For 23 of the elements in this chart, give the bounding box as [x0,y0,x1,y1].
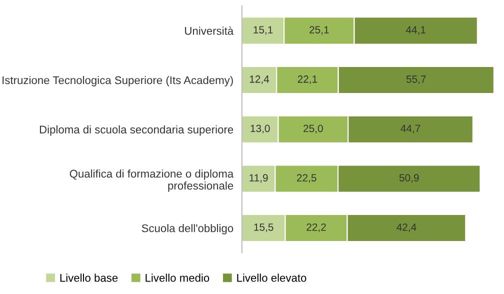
data-label: 25,0 [304,124,323,134]
data-label: 11,9 [250,174,268,183]
data-label: 50,9 [399,174,419,183]
data-label: 12,4 [250,75,270,84]
y-tick-label: Scuola dell'obbligo [142,224,234,234]
data-label: 42,4 [396,223,416,232]
y-tick-label: Diploma di scuola secondaria superiore [40,125,234,136]
legend-label: Livello medio [146,274,210,282]
y-tick-label: Università [185,26,234,35]
data-label: 25,1 [310,26,329,35]
data-label: 22,2 [306,223,326,232]
y-tick-label: Istruzione Tecnologica Superiore (Its Academy) [2,76,233,86]
legend-label: Livello base [60,274,118,282]
data-label: 22,1 [298,75,318,84]
data-label: 15,1 [254,26,273,35]
data-label: 13,0 [250,124,270,134]
legend-label: Livello elevato [237,274,306,282]
data-label: 44,1 [406,26,426,35]
y-tick-label: Qualifica di formazione o diploma professionale [70,170,234,192]
data-label: 44,7 [400,124,420,134]
data-label: 22,5 [296,174,316,183]
data-label: 15,5 [254,224,274,232]
data-label: 55,7 [406,76,426,84]
